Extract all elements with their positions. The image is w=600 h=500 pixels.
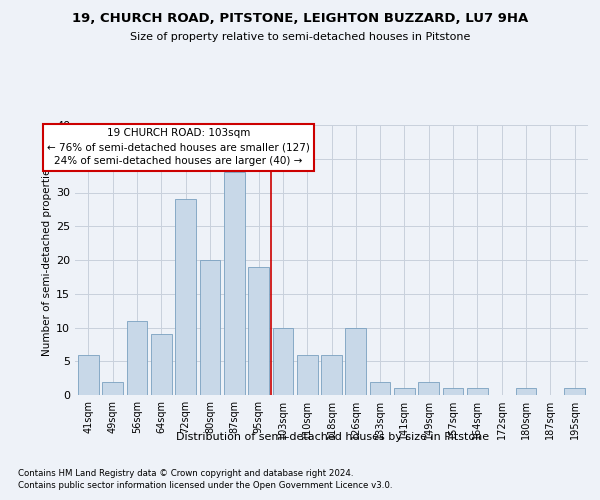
Bar <box>272 328 293 395</box>
Text: Size of property relative to semi-detached houses in Pitstone: Size of property relative to semi-detach… <box>130 32 470 42</box>
Bar <box>467 388 488 395</box>
Text: 19, CHURCH ROAD, PITSTONE, LEIGHTON BUZZARD, LU7 9HA: 19, CHURCH ROAD, PITSTONE, LEIGHTON BUZZ… <box>72 12 528 26</box>
Text: Contains HM Land Registry data © Crown copyright and database right 2024.: Contains HM Land Registry data © Crown c… <box>18 470 353 478</box>
Bar <box>175 199 196 395</box>
Text: Contains public sector information licensed under the Open Government Licence v3: Contains public sector information licen… <box>18 482 392 490</box>
Bar <box>103 382 123 395</box>
Bar <box>370 382 391 395</box>
Bar <box>394 388 415 395</box>
Y-axis label: Number of semi-detached properties: Number of semi-detached properties <box>42 164 52 356</box>
Bar <box>200 260 220 395</box>
Bar <box>248 267 269 395</box>
Bar <box>346 328 366 395</box>
Bar <box>515 388 536 395</box>
Bar <box>418 382 439 395</box>
Bar <box>224 172 245 395</box>
Bar <box>127 321 148 395</box>
Text: 19 CHURCH ROAD: 103sqm
← 76% of semi-detached houses are smaller (127)
24% of se: 19 CHURCH ROAD: 103sqm ← 76% of semi-det… <box>47 128 310 166</box>
Bar <box>297 354 317 395</box>
Bar <box>564 388 585 395</box>
Text: Distribution of semi-detached houses by size in Pitstone: Distribution of semi-detached houses by … <box>176 432 490 442</box>
Bar <box>78 354 99 395</box>
Bar <box>443 388 463 395</box>
Bar <box>321 354 342 395</box>
Bar <box>151 334 172 395</box>
